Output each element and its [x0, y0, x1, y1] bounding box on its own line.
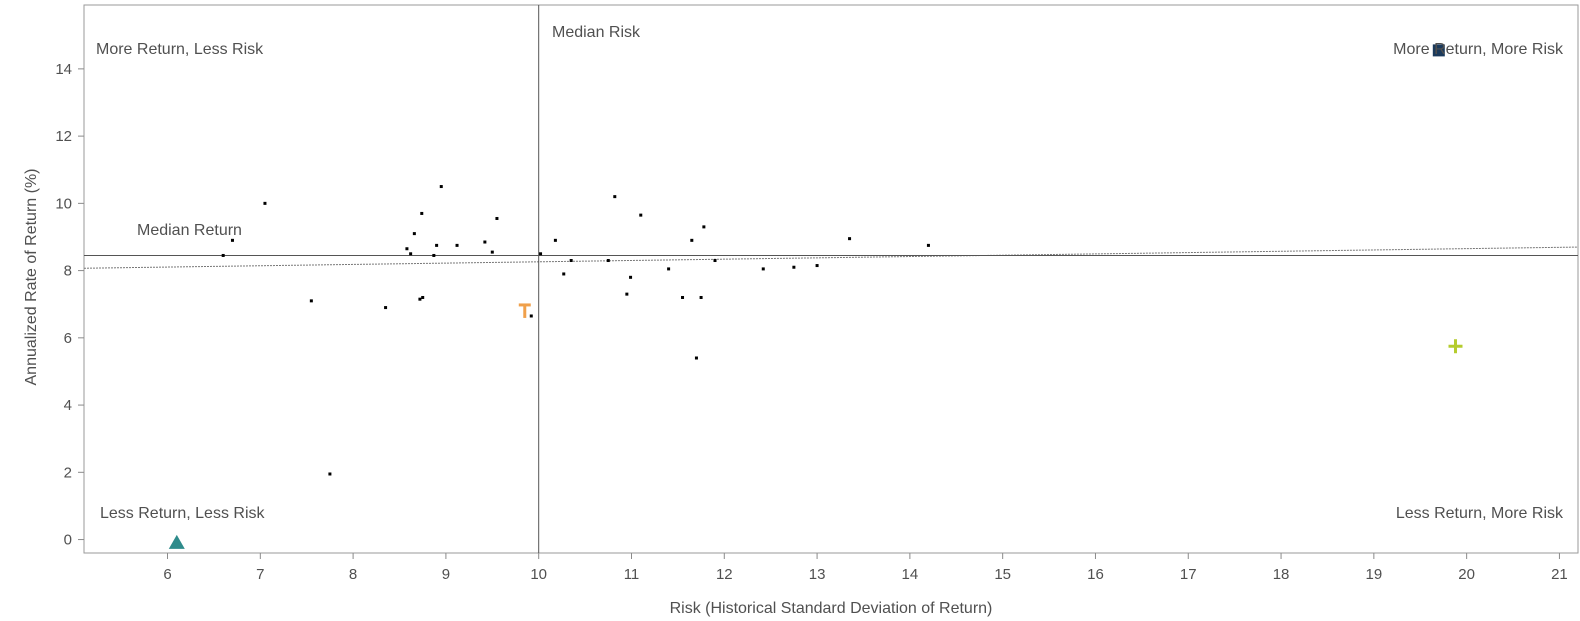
data-point: [412, 232, 416, 236]
x-tick-label: 7: [256, 566, 264, 583]
data-point: [613, 195, 617, 199]
data-point: [384, 306, 388, 310]
data-point: [309, 299, 313, 303]
y-tick-label: 12: [55, 128, 72, 145]
y-tick-label: 4: [64, 397, 72, 414]
data-point: [694, 356, 698, 360]
x-tick-label: 19: [1366, 566, 1383, 583]
y-tick-label: 8: [64, 263, 72, 280]
quadrant-label-bottom-right: Less Return, More Risk: [1396, 505, 1564, 522]
x-tick-label: 9: [442, 566, 450, 583]
data-point: [562, 272, 566, 276]
data-point: [420, 211, 424, 215]
y-tick-label: 6: [64, 330, 72, 347]
data-point: [667, 267, 671, 271]
data-point: [681, 295, 685, 299]
trend-line: [83, 246, 1579, 269]
quadrant-label-bottom-left: Less Return, Less Risk: [100, 505, 266, 522]
x-tick-label: 21: [1551, 566, 1568, 583]
data-point: [848, 237, 852, 241]
data-point: [483, 240, 487, 244]
data-point: [702, 225, 706, 229]
data-point: [625, 292, 629, 296]
quadrant-label-top-right: More Return, More Risk: [1393, 41, 1564, 58]
data-points: [221, 185, 930, 476]
y-tick-label: 2: [64, 464, 72, 481]
x-tick-label: 16: [1087, 566, 1104, 583]
data-point: [418, 297, 422, 301]
x-axis: 6 7 8 9 10 11 12 13 14 15 16 17 18 19 20 21: [163, 553, 1568, 583]
data-point: [569, 259, 573, 263]
x-tick-label: 11: [624, 566, 640, 583]
data-point: [815, 264, 819, 268]
data-point: [328, 472, 332, 476]
data-point: [699, 295, 703, 299]
data-point: [405, 247, 409, 251]
x-axis-title: Risk (Historical Standard Deviation of R…: [670, 600, 993, 617]
x-tick-label: 8: [349, 566, 357, 583]
highlight-t-point: [518, 303, 531, 318]
data-point: [629, 275, 633, 279]
data-point: [553, 238, 557, 242]
data-point: [221, 253, 225, 257]
x-tick-label: 18: [1273, 566, 1290, 583]
y-axis: 0 2 4 6 8 10 12 14: [55, 61, 84, 549]
data-point: [439, 185, 443, 189]
data-point: [713, 259, 717, 263]
x-tick-label: 12: [716, 566, 733, 583]
data-point: [230, 238, 234, 242]
data-point: [409, 252, 413, 256]
data-point: [539, 252, 543, 256]
data-point: [435, 243, 439, 247]
x-tick-label: 10: [530, 566, 547, 583]
median-return-label: Median Return: [137, 222, 242, 239]
highlight-triangle-point: [168, 534, 185, 549]
data-point: [761, 267, 765, 271]
data-point: [263, 201, 267, 205]
highlight-plus-point: [1448, 339, 1463, 354]
plot-frame: [83, 4, 1579, 554]
y-tick-label: 10: [55, 195, 72, 212]
quadrant-label-top-left: More Return, Less Risk: [96, 41, 264, 58]
x-tick-label: 15: [994, 566, 1011, 583]
data-point: [432, 253, 436, 257]
data-point: [490, 250, 494, 254]
highlight-square-point: [1432, 44, 1445, 57]
data-point: [495, 216, 499, 220]
data-point: [529, 314, 533, 318]
x-tick-label: 13: [809, 566, 826, 583]
highlighted-points: [168, 44, 1463, 549]
data-point: [639, 213, 643, 217]
y-axis-title: Annualized Rate of Return (%): [23, 169, 40, 386]
data-point: [926, 243, 930, 247]
x-tick-label: 6: [163, 566, 171, 583]
x-tick-label: 17: [1180, 566, 1197, 583]
y-tick-label: 0: [64, 532, 72, 549]
data-point: [455, 243, 459, 247]
data-point: [792, 265, 796, 269]
data-point: [690, 238, 694, 242]
x-tick-label: 20: [1458, 566, 1475, 583]
data-point: [421, 295, 425, 299]
data-point: [606, 259, 610, 263]
x-tick-label: 14: [902, 566, 919, 583]
median-risk-label: Median Risk: [552, 24, 641, 41]
y-tick-label: 14: [55, 61, 72, 78]
